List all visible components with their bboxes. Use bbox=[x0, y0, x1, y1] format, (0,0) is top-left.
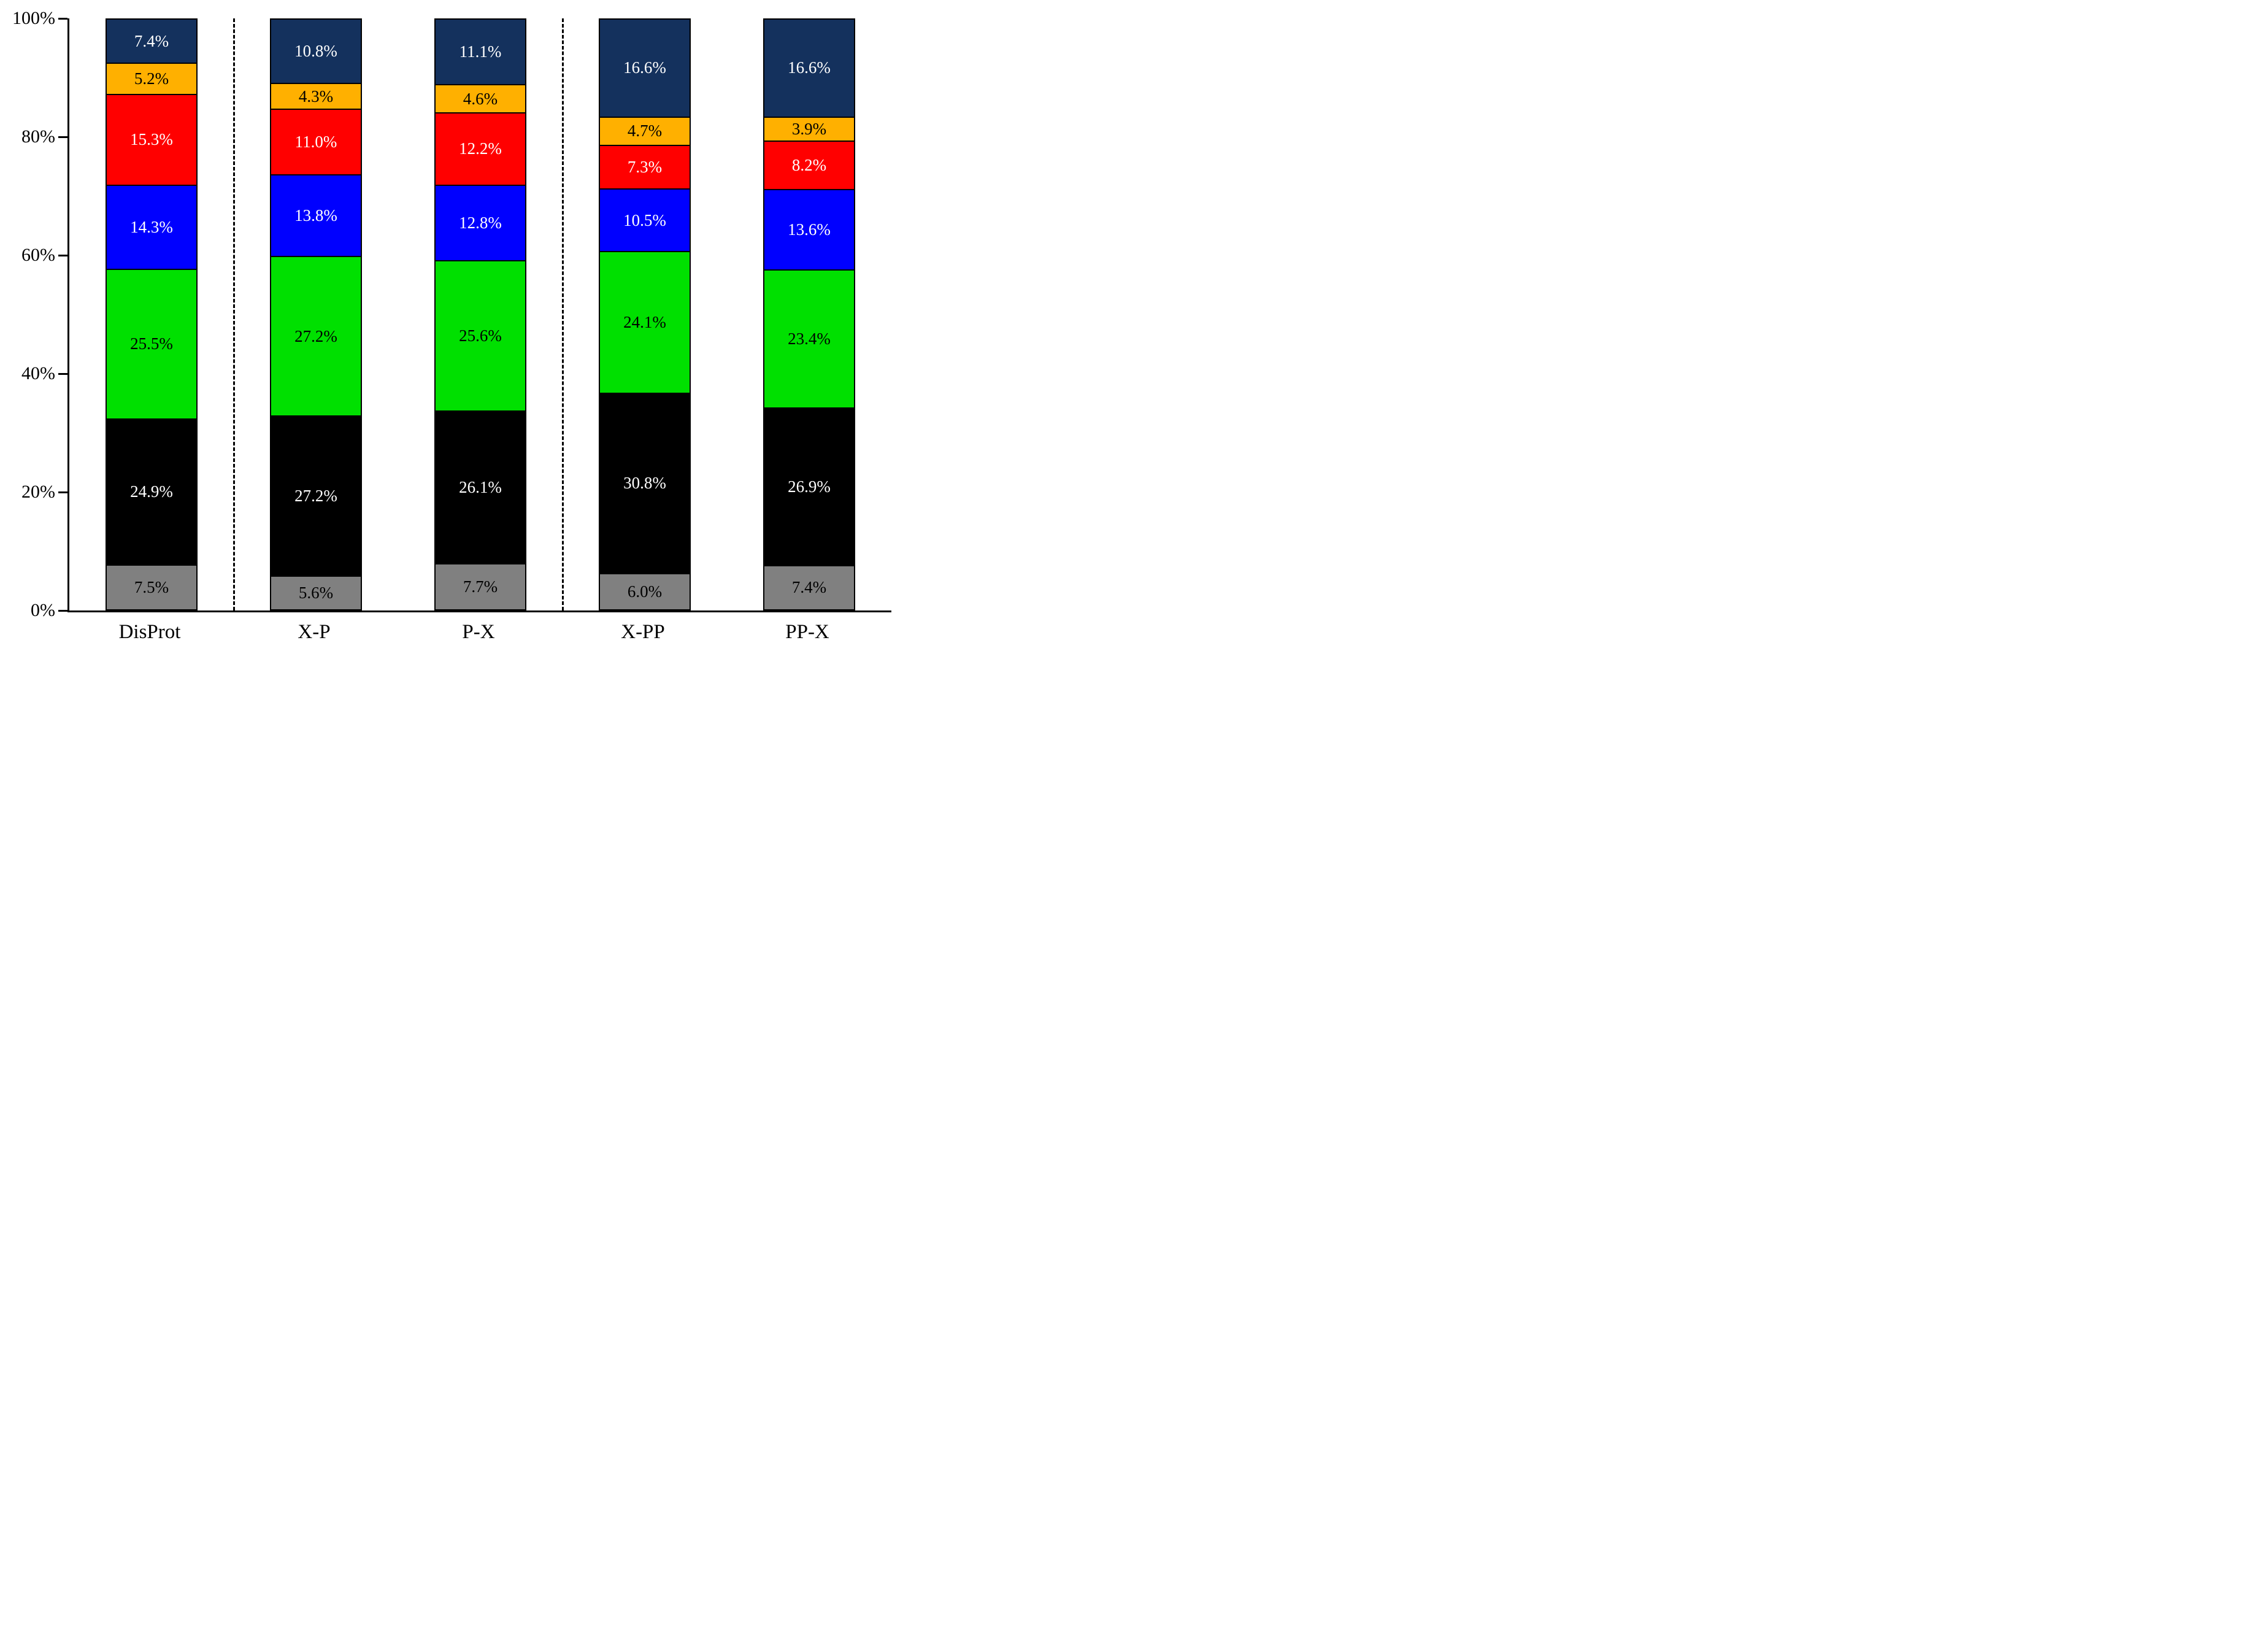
pp-x-black-segment: 26.9% bbox=[764, 408, 854, 566]
y-tick-mark bbox=[58, 609, 67, 612]
pp-x-orange-segment: 3.9% bbox=[764, 117, 854, 142]
segment-value-label: 8.2% bbox=[791, 155, 827, 174]
y-tick-mark bbox=[58, 491, 67, 493]
x-category-label: P-X bbox=[462, 621, 495, 643]
p-x-black-segment: 26.1% bbox=[436, 411, 525, 564]
segment-value-label: 15.3% bbox=[130, 130, 173, 149]
segment-value-label: 6.0% bbox=[627, 582, 663, 601]
pp-x-green-segment: 23.4% bbox=[764, 271, 854, 409]
segment-value-label: 3.9% bbox=[791, 119, 827, 138]
disprot-navy-segment: 7.4% bbox=[107, 20, 196, 64]
segment-value-label: 25.6% bbox=[459, 326, 502, 345]
x-p-orange-segment: 4.3% bbox=[271, 83, 361, 110]
segment-value-label: 24.9% bbox=[130, 482, 173, 501]
x-pp-blue-segment: 10.5% bbox=[600, 190, 690, 253]
x-p-blue-segment: 13.8% bbox=[271, 175, 361, 258]
y-axis-tick-label: 80% bbox=[21, 126, 55, 147]
disprot-red-segment: 15.3% bbox=[107, 95, 196, 186]
pp-x-navy-segment: 16.6% bbox=[764, 20, 854, 118]
segment-value-label: 23.4% bbox=[788, 329, 831, 348]
x-category-label: DisProt bbox=[118, 621, 181, 643]
bar-disprot: 7.5% 24.9% 25.5% 14.3% 15.3% 5.2% 7.4% bbox=[106, 18, 198, 610]
disprot-blue-segment: 14.3% bbox=[107, 185, 196, 271]
segment-value-label: 11.0% bbox=[294, 133, 337, 152]
x-p-red-segment: 11.0% bbox=[271, 110, 361, 175]
x-p-gray-segment: 5.6% bbox=[271, 576, 361, 609]
x-p-black-segment: 27.2% bbox=[271, 417, 361, 577]
segment-value-label: 12.8% bbox=[459, 213, 502, 232]
bar-p-x: 7.7% 26.1% 25.6% 12.8% 12.2% 4.6% 11.1% bbox=[434, 18, 526, 610]
segment-value-label: 11.1% bbox=[459, 42, 502, 61]
y-axis-tick-label: 40% bbox=[21, 363, 55, 383]
pp-x-blue-segment: 13.6% bbox=[764, 190, 854, 271]
disprot-orange-segment: 5.2% bbox=[107, 64, 196, 96]
segment-value-label: 24.1% bbox=[623, 312, 666, 331]
segment-value-label: 5.2% bbox=[134, 69, 169, 88]
bar-x-pp: 6.0% 30.8% 24.1% 10.5% 7.3% 4.7% 16.6% bbox=[599, 18, 691, 610]
segment-value-label: 26.9% bbox=[788, 477, 831, 496]
segment-value-label: 4.3% bbox=[298, 87, 334, 106]
p-x-navy-segment: 11.1% bbox=[436, 20, 525, 86]
group-separator-line bbox=[561, 18, 564, 610]
segment-value-label: 26.1% bbox=[459, 477, 502, 496]
x-pp-red-segment: 7.3% bbox=[600, 146, 690, 190]
y-axis-tick-label: 60% bbox=[21, 245, 55, 265]
p-x-green-segment: 25.6% bbox=[436, 261, 525, 412]
bar-x-p: 5.6% 27.2% 27.2% 13.8% 11.0% 4.3% 10.8% bbox=[270, 18, 362, 610]
x-p-navy-segment: 10.8% bbox=[271, 19, 361, 84]
y-axis-tick-label: 0% bbox=[31, 600, 55, 620]
p-x-gray-segment: 7.7% bbox=[436, 564, 525, 609]
y-tick-mark bbox=[58, 254, 67, 256]
x-pp-orange-segment: 4.7% bbox=[600, 117, 690, 147]
segment-value-label: 10.5% bbox=[623, 210, 666, 229]
segment-value-label: 13.6% bbox=[788, 220, 831, 239]
segment-value-label: 14.3% bbox=[130, 217, 173, 236]
segment-value-label: 7.5% bbox=[134, 577, 169, 596]
y-tick-mark bbox=[58, 372, 67, 375]
x-p-green-segment: 27.2% bbox=[271, 257, 361, 417]
segment-value-label: 7.3% bbox=[627, 158, 663, 177]
p-x-orange-segment: 4.6% bbox=[436, 85, 525, 114]
disprot-green-segment: 25.5% bbox=[107, 270, 196, 420]
plot-area: 7.5% 24.9% 25.5% 14.3% 15.3% 5.2% 7.4% 5.6% 27.2… bbox=[67, 18, 891, 612]
x-category-label: X-PP bbox=[621, 621, 665, 643]
segment-value-label: 13.8% bbox=[294, 206, 337, 225]
segment-value-label: 4.6% bbox=[463, 89, 498, 108]
segment-value-label: 16.6% bbox=[623, 58, 666, 77]
y-tick-mark bbox=[58, 136, 67, 138]
group-separator-line bbox=[233, 18, 235, 610]
y-tick-mark bbox=[58, 17, 67, 20]
segment-value-label: 12.2% bbox=[459, 139, 502, 158]
p-x-red-segment: 12.2% bbox=[436, 113, 525, 186]
pp-x-red-segment: 8.2% bbox=[764, 141, 854, 191]
segment-value-label: 16.6% bbox=[788, 58, 831, 77]
stacked-bar-chart: 0% 20% 40% 60% 80% 100% 7.5% 24.9% 25.5% 14.3% 15… bbox=[0, 0, 914, 663]
segment-value-label: 4.7% bbox=[627, 121, 663, 141]
p-x-blue-segment: 12.8% bbox=[436, 185, 525, 261]
x-pp-green-segment: 24.1% bbox=[600, 252, 690, 394]
segment-value-label: 7.4% bbox=[134, 31, 169, 50]
y-axis-tick-label: 20% bbox=[21, 482, 55, 502]
segment-value-label: 30.8% bbox=[623, 474, 666, 493]
x-pp-black-segment: 30.8% bbox=[600, 393, 690, 575]
x-pp-navy-segment: 16.6% bbox=[600, 20, 690, 118]
segment-value-label: 10.8% bbox=[294, 41, 337, 60]
segment-value-label: 25.5% bbox=[130, 334, 173, 353]
segment-value-label: 7.4% bbox=[791, 578, 827, 597]
bar-pp-x: 7.4% 26.9% 23.4% 13.6% 8.2% 3.9% 16.6% bbox=[763, 18, 855, 610]
segment-value-label: 27.2% bbox=[294, 326, 337, 345]
disprot-gray-segment: 7.5% bbox=[107, 565, 196, 609]
segment-value-label: 5.6% bbox=[298, 583, 334, 602]
x-pp-gray-segment: 6.0% bbox=[600, 574, 690, 609]
x-category-label: PP-X bbox=[785, 621, 829, 643]
disprot-black-segment: 24.9% bbox=[107, 419, 196, 566]
segment-value-label: 27.2% bbox=[294, 487, 337, 506]
segment-value-label: 7.7% bbox=[463, 577, 498, 596]
y-axis-tick-label: 100% bbox=[12, 8, 55, 28]
x-category-label: X-P bbox=[298, 621, 331, 643]
pp-x-gray-segment: 7.4% bbox=[764, 566, 854, 609]
